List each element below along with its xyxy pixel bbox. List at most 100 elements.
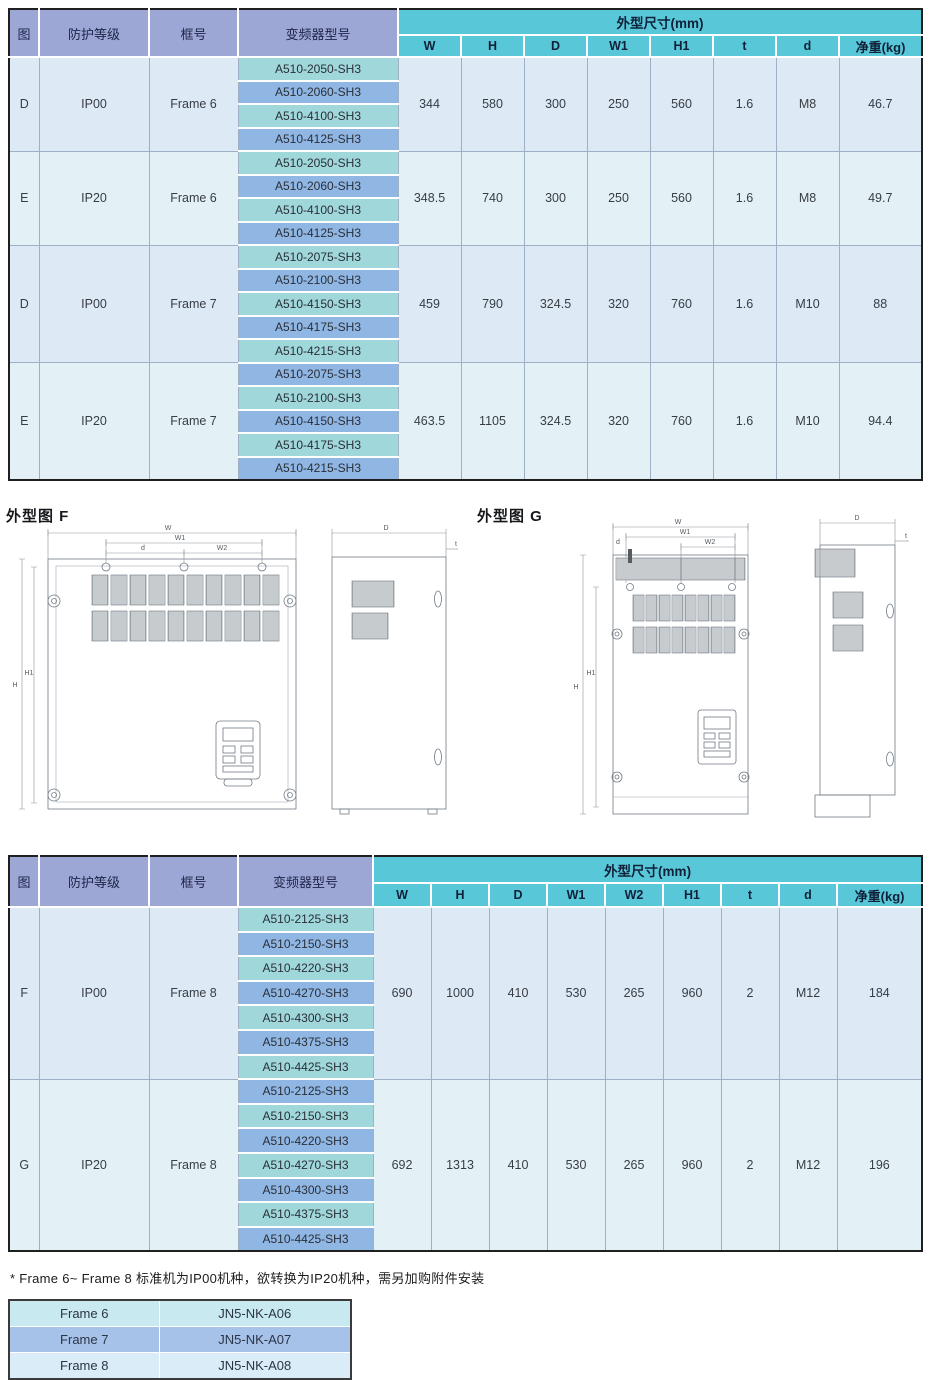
table-row: F IP00 Frame 8 A510-2125-SH3 690 1000 410 530 26… [9,906,923,1080]
accessory-kit-table: Frame 6 JN5-NK-A06 Frame 7 JN5-NK-A07 Frame … [8,1299,352,1380]
dim-cell: 1.6 [712,56,776,151]
model-cell: A510-4175-SH3 [237,314,399,340]
dim-cell: 2 [720,906,779,1080]
dim-cell: 463.5 [397,362,461,480]
dim-cell: 265 [604,1078,663,1252]
table-row: G IP20 Frame 8 A510-2125-SH3 692 1313 410 530 26… [9,1078,923,1252]
dim-cell: 46.7 [838,56,922,151]
header-dim-col: 净重(kg) [835,882,923,908]
dim-cell: 760 [649,362,713,480]
model-cell: A510-2150-SH3 [237,1102,374,1130]
drawing-g-caption: 外型图 G [477,508,543,525]
model-cell: A510-4300-SH3 [237,1004,374,1031]
table-row: E IP20 Frame 7 A510-2075-SH3 463.5 1105 324.5 3… [9,362,922,480]
dim-cell: 1.6 [712,362,776,480]
frame-cell: Frame 6 [148,56,238,151]
dim-cell: 300 [523,150,587,245]
dim-label-h: H [573,684,578,691]
accessory-part-cell: JN5-NK-A06 [158,1299,352,1328]
model-cell: A510-4100-SH3 [237,197,399,223]
header-figure: 图 [9,856,40,908]
table1-table: 图防护等级 框号 变频器型号 外型尺寸(mm) W H D W1 H1 t d 净重(kg) D IP00… [8,8,923,481]
accessory-row: Frame 6 JN5-NK-A06 [8,1299,352,1328]
header-dim-col: D [523,34,588,58]
protection-cell: IP20 [38,1078,149,1252]
header-dim-col: W2 [604,882,664,908]
header-dim-col: 净重(kg) [838,34,922,58]
dim-label-depth: D [854,515,859,522]
table-row: A510-2100-SH3 [9,385,922,411]
table-row: A510-4150-SH3 [9,408,922,434]
dim-cell: 459 [397,244,461,363]
header-dim-col: t [712,34,777,58]
dim-label-t: t [455,541,457,548]
dim-cell: 94.4 [838,362,922,480]
table2-table: 图防护等级 框号 变频器型号 外型尺寸(mm) W H D W1 W2 H1 t d 净重(kg) F IP… [8,855,924,1253]
model-cell: A510-2050-SH3 [237,150,399,176]
model-cell: A510-4220-SH3 [237,955,374,982]
header-frame-no: 框号 [148,9,239,58]
dim-cell: 530 [546,1078,605,1252]
dim-label-h1: H1 [25,670,34,677]
dim-cell: 320 [586,362,650,480]
dim-cell: 324.5 [523,244,587,363]
dim-label-h: H [12,682,17,689]
dim-label-w: W [675,519,682,526]
model-cell: A510-4125-SH3 [237,220,399,246]
table-row: A510-4100-SH3 [9,103,922,129]
model-cell: A510-2100-SH3 [237,267,399,293]
header-dim-col: W1 [586,34,651,58]
dim-cell: M8 [775,56,839,151]
model-cell: A510-4425-SH3 [237,1053,374,1081]
model-cell: A510-4220-SH3 [237,1127,374,1154]
model-cell: A510-4375-SH3 [237,1028,374,1056]
table-row: A510-2150-SH3 [9,1102,922,1130]
figure-cell: F [9,906,39,1080]
dim-label-w2: W2 [217,545,228,552]
model-cell: A510-4175-SH3 [237,432,399,458]
table-row: A510-4425-SH3 [9,1225,922,1252]
header-dim-col: W [372,882,432,908]
dim-label-w1: W1 [680,529,691,536]
dim-cell: 1000 [430,906,489,1080]
frame-cell: Frame 7 [148,244,238,363]
table-row: A510-4125-SH3 [9,126,922,152]
table-row: A510-4215-SH3 [9,455,922,480]
model-cell: A510-4375-SH3 [237,1201,374,1228]
table-row: D IP00 Frame 6 A510-2050-SH3 344 580 300 250 560… [9,56,922,151]
dim-label-t: t [905,533,907,540]
dim-cell: 300 [523,56,587,151]
accessory-frame-cell: Frame 7 [8,1326,160,1354]
dim-cell: M12 [778,1078,837,1252]
frame-cell: Frame 6 [148,150,238,245]
header-row-2: W H D W1 W2 H1 t d 净重(kg) [9,882,923,908]
model-cell: A510-2050-SH3 [237,56,399,82]
header-dim-col: H [430,882,490,908]
outline-drawing-f-box: 外型图 F [0,497,465,849]
model-cell: A510-2100-SH3 [237,385,399,411]
dim-cell: 320 [586,244,650,363]
dim-cell: 344 [397,56,461,151]
ip00-ip20-footnote: * Frame 6~ Frame 8 标准机为IP00机种，欲转换为IP20机种… [10,1271,485,1287]
table-row: A510-2060-SH3 [9,173,922,199]
dim-cell: 88 [838,244,922,363]
frame8-dimension-table-section: 图防护等级 框号 变频器型号 外型尺寸(mm) W H D W1 W2 H1 t d 净重(kg) F IP… [0,849,929,1253]
accessory-row: Frame 7 JN5-NK-A07 [8,1326,352,1354]
dim-label-d: d [616,539,620,546]
dim-cell: 265 [604,906,663,1080]
frame6-7-dimension-table-section: 图防护等级 框号 变频器型号 外型尺寸(mm) W H D W1 H1 t d 净重(kg) D IP00… [0,0,929,481]
model-cell: A510-2075-SH3 [237,244,399,270]
figure-cell: G [9,1078,39,1252]
model-cell: A510-4215-SH3 [237,455,399,480]
dim-cell: M10 [775,244,839,363]
protection-cell: IP20 [38,362,149,480]
accessory-part-cell: JN5-NK-A08 [158,1352,352,1380]
frame-cell: Frame 8 [148,906,238,1080]
table-row: A510-2150-SH3 [9,930,922,958]
dim-cell: 184 [836,906,923,1080]
outline-drawing-g-box: 外型图 G [465,497,929,849]
frame-cell: Frame 8 [148,1078,238,1252]
table-row: A510-4220-SH3 [9,955,922,982]
dim-label-depth: D [383,525,388,532]
model-cell: A510-4300-SH3 [237,1176,374,1204]
